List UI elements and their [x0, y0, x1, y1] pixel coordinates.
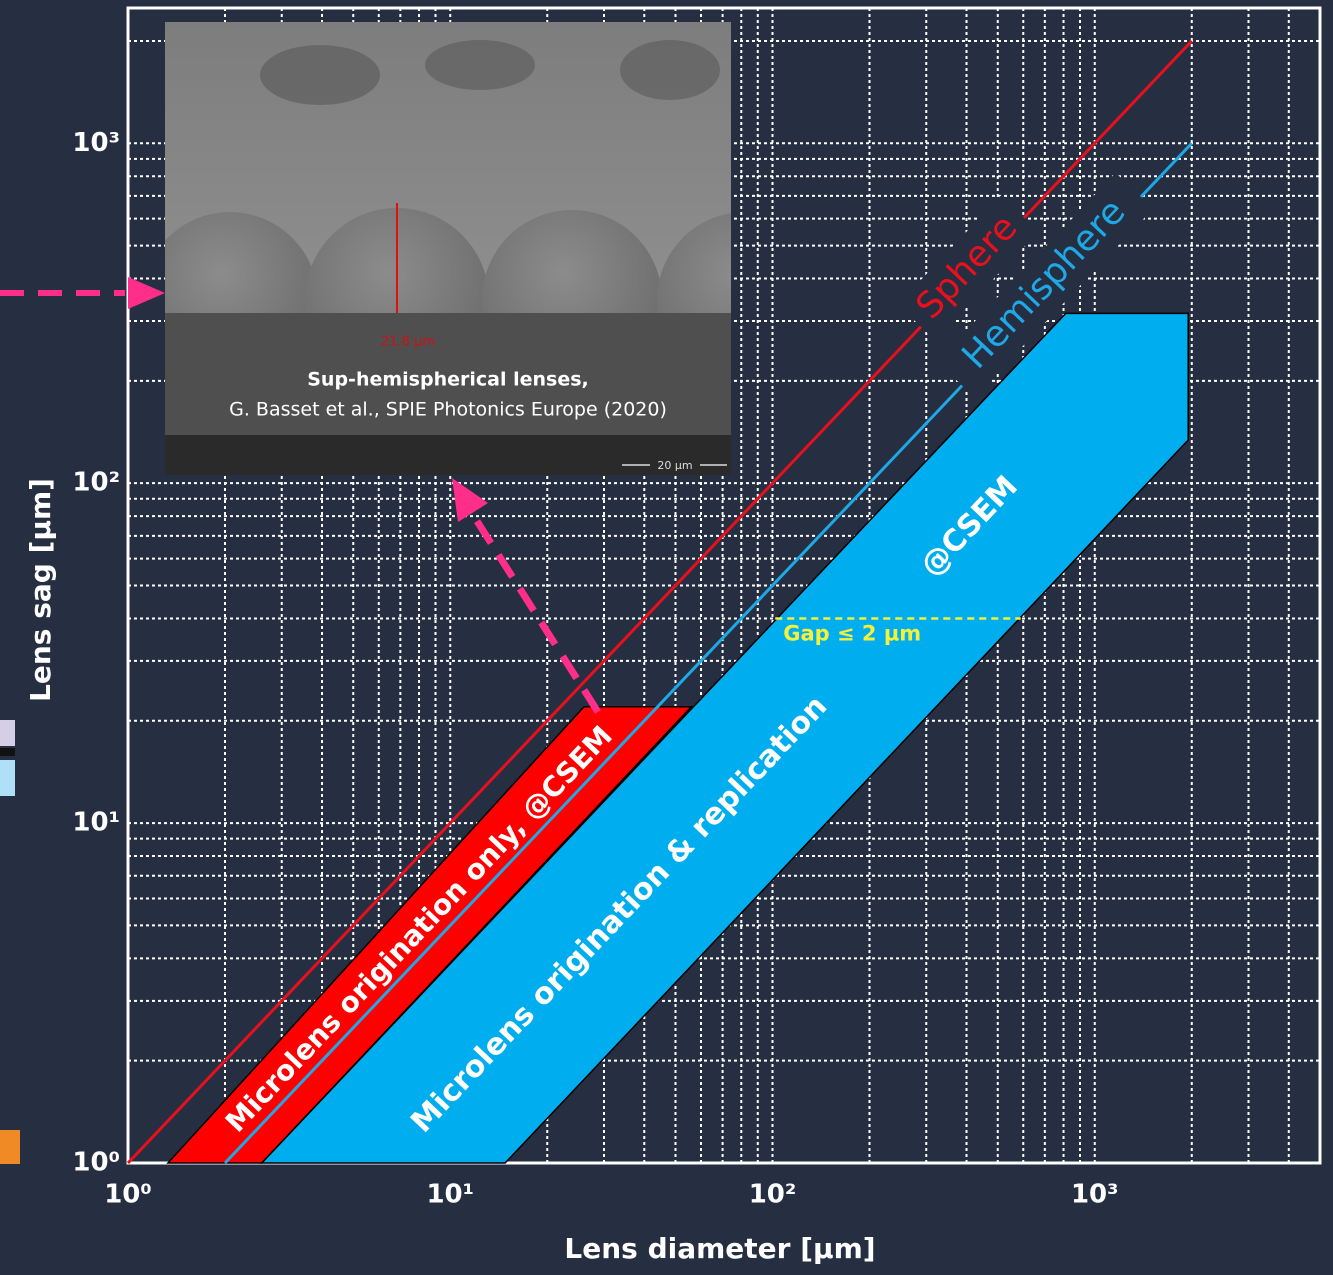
y-tick-label: 10²	[72, 468, 120, 498]
caption-title: Sup-hemispherical lenses,	[307, 369, 588, 391]
edge-swatch	[0, 760, 15, 796]
photo-footer	[165, 435, 731, 475]
edge-swatch	[0, 748, 15, 756]
y-tick-label: 10³	[72, 128, 120, 158]
y-tick-label: 10¹	[72, 808, 120, 838]
gap-label: Gap ≤ 2 µm	[783, 621, 921, 645]
caption: G. Basset et al., SPIE Photonics Europe …	[229, 399, 667, 421]
photo-blob	[260, 45, 380, 105]
y-axis-label: Lens sag [µm]	[24, 478, 57, 702]
edge-swatch	[0, 720, 15, 746]
y-tick-label: 10⁰	[72, 1148, 120, 1178]
x-tick-label: 10³	[1071, 1180, 1119, 1210]
inset: 21.8 µm Sup-hemispherical lenses, G. Bas…	[142, 22, 833, 475]
x-axis-label: Lens diameter [µm]	[564, 1232, 875, 1265]
measure-label: 21.8 µm	[381, 335, 435, 350]
x-tick-label: 10¹	[426, 1180, 474, 1210]
x-tick-label: 10⁰	[104, 1180, 152, 1210]
edge-swatch	[0, 1130, 20, 1164]
x-tick-label: 10²	[749, 1180, 797, 1210]
chart: Gap ≤ 2 µmSphereHemisphereMicrolens orig…	[0, 0, 1333, 1275]
scale-label: 20 µm	[657, 459, 692, 472]
photo-blob	[425, 40, 535, 90]
photo-blob	[620, 40, 720, 100]
